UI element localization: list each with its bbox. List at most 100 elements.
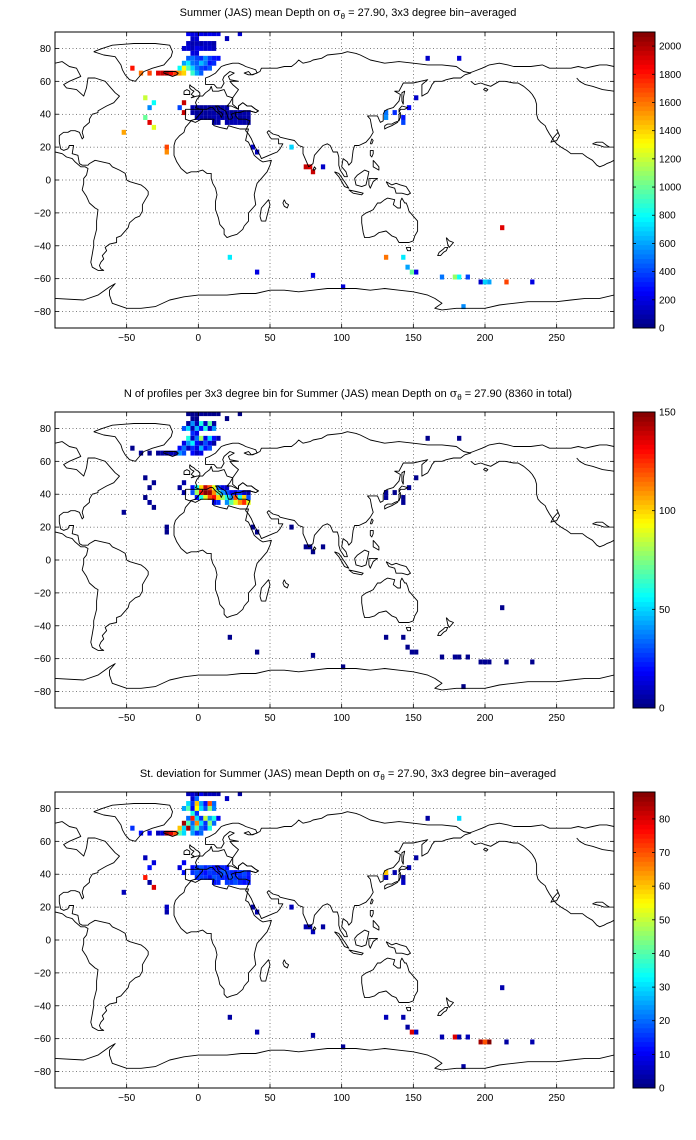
y-tick-label: −40	[34, 1001, 51, 1012]
colorbar-segment	[633, 870, 655, 876]
data-cell	[143, 95, 148, 101]
data-cell	[147, 879, 152, 885]
colorbar-segment	[633, 675, 655, 681]
data-cell	[190, 430, 195, 436]
colorbar-segment	[633, 990, 655, 996]
data-cell	[199, 485, 204, 491]
data-cell	[242, 499, 247, 505]
data-cell	[207, 792, 212, 797]
y-tick-label: 60	[40, 457, 52, 468]
data-cell	[211, 41, 217, 46]
data-cell	[199, 830, 204, 836]
coastline	[368, 557, 378, 569]
data-cell	[203, 110, 208, 116]
coastline	[372, 160, 380, 171]
data-cell	[216, 815, 221, 821]
colorbar-segment	[633, 462, 655, 468]
data-cell	[194, 32, 200, 37]
data-cell	[320, 544, 326, 550]
colorbar-segment	[633, 684, 655, 690]
data-cell	[216, 119, 221, 125]
colorbar-segment	[633, 472, 655, 478]
coastline	[550, 128, 560, 143]
data-cell	[224, 416, 230, 422]
colorbar-segment	[633, 624, 655, 630]
data-cell	[199, 421, 204, 426]
data-cell	[190, 50, 195, 56]
data-cell	[307, 544, 313, 550]
data-cell	[203, 805, 208, 811]
data-cell	[199, 65, 204, 71]
data-cell	[190, 825, 195, 831]
colorbar-segment	[633, 689, 655, 695]
data-cell	[250, 144, 255, 150]
data-cell	[211, 865, 217, 871]
coastline	[398, 485, 409, 493]
data-cell	[143, 115, 148, 120]
data-cell	[207, 805, 212, 811]
x-tick-label: 0	[196, 1093, 202, 1104]
colorbar-segment	[633, 615, 655, 621]
data-cell	[439, 1034, 445, 1040]
data-cell	[250, 524, 255, 530]
data-cell	[211, 60, 217, 66]
data-cell	[156, 830, 161, 836]
coastline	[372, 540, 380, 551]
colorbar-segment	[633, 161, 655, 167]
x-tick-label: 150	[405, 713, 422, 724]
data-cell	[194, 792, 200, 797]
colorbar-tick-label: 50	[659, 605, 671, 616]
coastline	[384, 872, 401, 890]
data-cell	[229, 115, 234, 120]
colorbar-segment	[633, 184, 655, 190]
data-cell	[383, 115, 389, 120]
data-cell	[237, 792, 243, 797]
coastline	[334, 551, 350, 569]
colorbar-segment	[633, 833, 655, 839]
data-cell	[254, 269, 260, 275]
data-cell	[504, 1039, 509, 1045]
colorbar-segment	[633, 467, 655, 473]
data-cell	[194, 805, 200, 811]
data-cell	[194, 41, 200, 46]
data-cell	[211, 435, 217, 441]
colorbar-segment	[633, 573, 655, 579]
x-tick-label: 150	[405, 333, 422, 344]
data-cell	[151, 504, 157, 510]
data-cell	[199, 450, 204, 456]
data-cell	[147, 119, 152, 125]
data-cell	[461, 304, 466, 310]
colorbar-segment	[633, 921, 655, 927]
data-cell	[207, 490, 212, 496]
data-cell	[173, 450, 178, 456]
data-cell	[199, 865, 204, 871]
data-cell	[207, 820, 212, 826]
colorbar-segment	[633, 444, 655, 450]
coastline	[312, 926, 317, 931]
data-cell	[246, 119, 251, 125]
coastline	[470, 460, 614, 548]
colorbar-segment	[633, 412, 655, 418]
coastline	[576, 77, 614, 92]
colorbar-segment	[633, 272, 655, 278]
colorbar-segment	[633, 156, 655, 162]
data-cell	[203, 870, 208, 876]
colorbar-segment	[633, 87, 655, 93]
colorbar-tick-label: 10	[659, 1050, 671, 1061]
data-cell	[199, 412, 204, 417]
data-cell	[414, 1029, 419, 1035]
colorbar-segment	[633, 907, 655, 913]
colorbar-segment	[633, 912, 655, 918]
colorbar-tick-label: 1800	[659, 70, 682, 81]
data-cell	[250, 904, 255, 910]
y-tick-label: 80	[40, 804, 52, 815]
colorbar-segment	[633, 147, 655, 153]
data-cell	[310, 272, 316, 278]
colorbar-segment	[633, 805, 655, 811]
colorbar-tick-label: 1400	[659, 126, 682, 137]
data-cell	[233, 495, 238, 500]
data-cell	[383, 490, 389, 496]
colorbar-segment	[633, 801, 655, 807]
data-cell	[190, 65, 195, 71]
colorbar-segment	[633, 583, 655, 589]
